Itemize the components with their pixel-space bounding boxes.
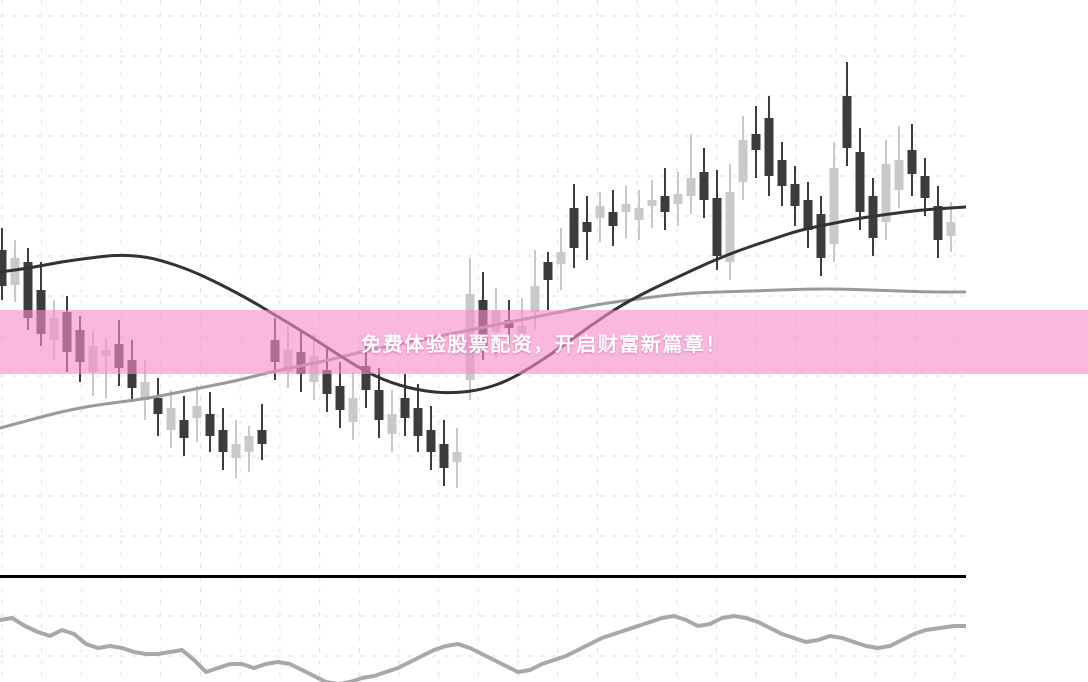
promo-banner-text: 免费体验股票配资，开启财富新篇章！ — [361, 331, 727, 356]
promo-banner[interactable]: 免费体验股票配资，开启财富新篇章！ — [0, 310, 1088, 374]
panel-separator — [0, 575, 966, 578]
price-panel — [0, 62, 966, 488]
indicator-panel — [0, 614, 966, 682]
